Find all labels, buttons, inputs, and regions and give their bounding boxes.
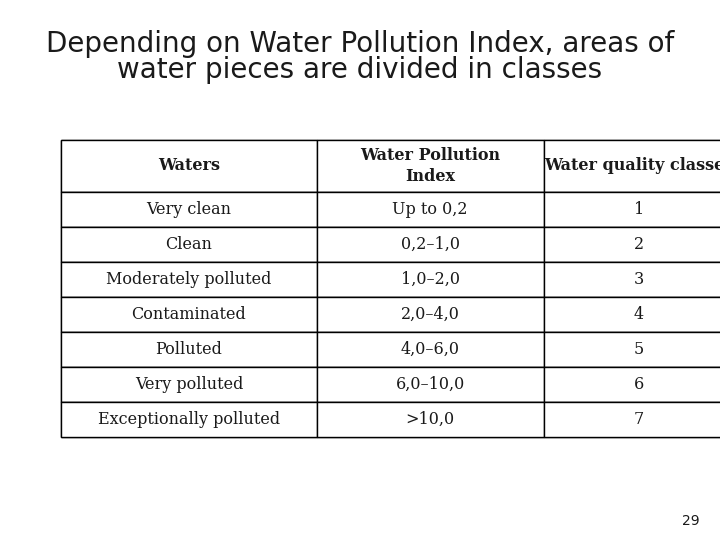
Text: Contaminated: Contaminated (132, 306, 246, 323)
Text: 5: 5 (634, 341, 644, 358)
Bar (544, 332, 720, 367)
Bar (61, 332, 720, 367)
Text: 4: 4 (634, 306, 644, 323)
Text: Depending on Water Pollution Index, areas of: Depending on Water Pollution Index, area… (46, 30, 674, 58)
Text: Water Pollution
Index: Water Pollution Index (360, 147, 500, 185)
Text: >10,0: >10,0 (405, 411, 455, 428)
Bar (317, 402, 544, 437)
Bar (544, 402, 720, 437)
Text: Water quality classes: Water quality classes (544, 158, 720, 174)
Text: Moderately polluted: Moderately polluted (107, 271, 271, 288)
Text: 1: 1 (634, 201, 644, 218)
Bar (317, 367, 544, 402)
Bar (61, 192, 720, 227)
Bar (317, 297, 544, 332)
Text: 3: 3 (634, 271, 644, 288)
Bar (61, 140, 720, 192)
Text: Very clean: Very clean (146, 201, 232, 218)
Bar (61, 262, 317, 297)
Text: Up to 0,2: Up to 0,2 (392, 201, 468, 218)
Bar (544, 367, 720, 402)
Text: 29: 29 (683, 514, 700, 528)
Bar (544, 262, 720, 297)
Bar (317, 262, 544, 297)
Bar (61, 402, 317, 437)
Text: Very polluted: Very polluted (135, 376, 243, 393)
Text: 7: 7 (634, 411, 644, 428)
Text: Clean: Clean (166, 236, 212, 253)
Bar (61, 367, 720, 402)
Bar (317, 192, 544, 227)
Bar (317, 227, 544, 262)
Text: 6: 6 (634, 376, 644, 393)
Text: Waters: Waters (158, 158, 220, 174)
Text: 1,0–2,0: 1,0–2,0 (401, 271, 459, 288)
Text: Exceptionally polluted: Exceptionally polluted (98, 411, 280, 428)
Text: Polluted: Polluted (156, 341, 222, 358)
Bar (544, 140, 720, 192)
Bar (61, 297, 720, 332)
Bar (317, 140, 544, 192)
Bar (61, 227, 720, 262)
Bar (61, 332, 317, 367)
Bar (61, 297, 317, 332)
Bar (61, 262, 720, 297)
Text: 2: 2 (634, 236, 644, 253)
Text: 2,0–4,0: 2,0–4,0 (401, 306, 459, 323)
Bar (317, 332, 544, 367)
Bar (61, 402, 720, 437)
Text: 6,0–10,0: 6,0–10,0 (395, 376, 465, 393)
Bar (61, 192, 317, 227)
Bar (544, 192, 720, 227)
Bar (61, 367, 317, 402)
Bar (544, 297, 720, 332)
Bar (544, 227, 720, 262)
Text: water pieces are divided in classes: water pieces are divided in classes (117, 56, 603, 84)
Text: 4,0–6,0: 4,0–6,0 (401, 341, 459, 358)
Bar (61, 140, 317, 192)
Text: 0,2–1,0: 0,2–1,0 (401, 236, 459, 253)
Bar (61, 227, 317, 262)
